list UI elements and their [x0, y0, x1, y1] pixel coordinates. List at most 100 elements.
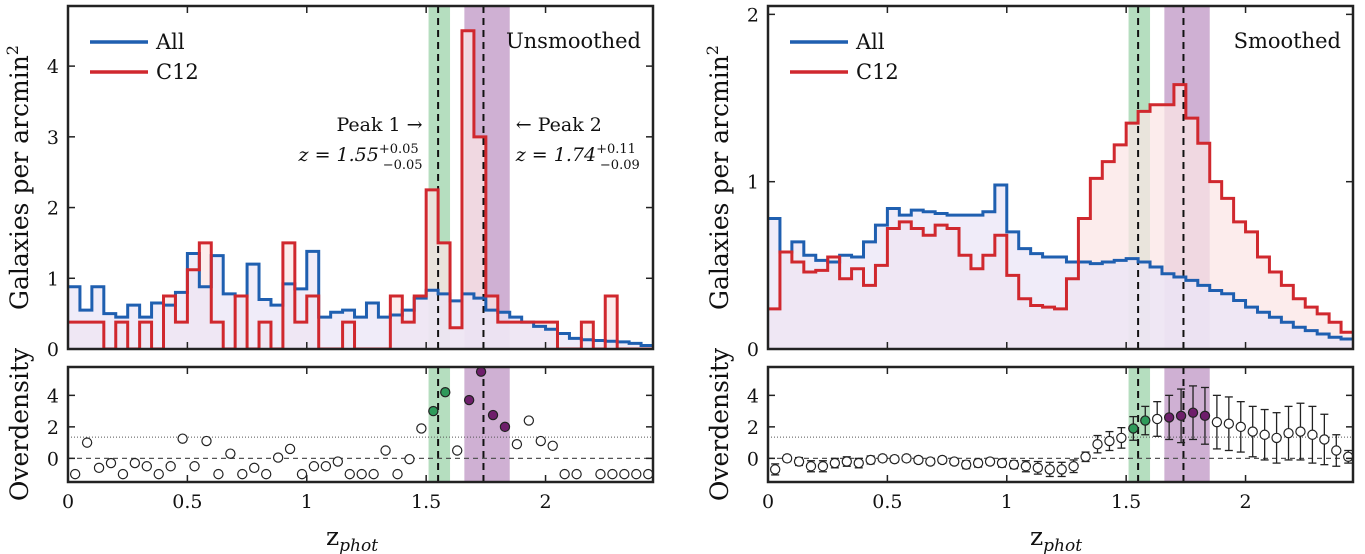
data-point	[1319, 434, 1330, 445]
data-point	[949, 456, 960, 467]
data-point	[535, 435, 546, 447]
data-point	[93, 462, 105, 474]
data-point	[1199, 410, 1211, 422]
plot-area	[768, 367, 1353, 482]
x-tick-label: 0.5	[172, 491, 202, 513]
data-point	[631, 468, 642, 480]
data-point	[1271, 432, 1282, 444]
data-point	[1247, 426, 1258, 437]
data-point	[463, 394, 475, 406]
series-fill	[68, 251, 653, 349]
data-point	[1343, 451, 1353, 462]
x-tick-label: 2	[1240, 491, 1252, 513]
data-point	[213, 468, 224, 480]
x-tick-label: 0	[62, 491, 74, 513]
y-axis-label-text: Galaxies per arcmin	[705, 55, 734, 310]
x-tick-label: 2	[540, 491, 552, 513]
data-point	[356, 468, 367, 480]
data-point	[1104, 435, 1115, 447]
data-point	[81, 437, 93, 448]
data-point	[619, 468, 630, 480]
data-point	[1235, 421, 1246, 433]
y-tick-label: 2	[747, 417, 759, 439]
data-point	[237, 468, 248, 480]
panel-bottom-left: 0 0.5 1 1.5 2 0 2 4 Overdensity	[5, 347, 655, 513]
data-point	[117, 468, 129, 480]
data-point	[913, 454, 924, 466]
data-point	[428, 405, 439, 417]
x-axis-label-left: zphot	[326, 522, 378, 554]
peak2-band	[1164, 367, 1210, 482]
data-point	[1283, 427, 1294, 439]
plot-area	[68, 367, 653, 482]
y-tick-label: 4	[47, 56, 59, 78]
y-tick-label: 2	[47, 417, 59, 439]
axes-frame	[66, 365, 655, 484]
peak2-lower-err: −0.09	[600, 158, 640, 173]
y-tick-label: 0	[47, 339, 59, 361]
data-point	[1080, 451, 1091, 462]
data-point	[841, 456, 852, 467]
peak1-band	[428, 367, 451, 482]
data-point	[392, 468, 403, 480]
y-tick-label: 1	[47, 268, 59, 290]
data-point	[829, 457, 841, 469]
y-tick-label: 3	[47, 127, 59, 149]
data-point	[189, 461, 200, 472]
data-point	[475, 367, 487, 377]
data-point	[925, 456, 936, 467]
data-point	[499, 421, 511, 433]
data-point	[643, 468, 653, 480]
data-point	[1295, 426, 1306, 437]
x-tick-label: 0.5	[872, 491, 902, 513]
data-point	[296, 468, 308, 480]
data-point	[177, 433, 188, 444]
corner-label: Unsmoothed	[506, 29, 641, 53]
data-point	[69, 468, 81, 480]
x-tick-label: 1	[1001, 491, 1013, 513]
legend-label: C12	[156, 60, 199, 84]
legend-label: All	[855, 30, 885, 54]
data-point	[1116, 432, 1127, 444]
axes-frame	[766, 365, 1355, 484]
x-tick-label: 1.5	[411, 491, 441, 513]
x-axis-label-right: zphot	[1030, 522, 1082, 554]
plot-area	[68, 6, 653, 349]
data-point	[284, 443, 296, 455]
y-axis-label: Galaxies per arcmin2	[3, 45, 34, 310]
data-point	[769, 464, 781, 475]
peak2-upper-err: +0.11	[596, 142, 636, 157]
data-point	[1175, 410, 1187, 422]
data-point	[249, 462, 260, 474]
data-point	[153, 468, 164, 480]
y-tick-label: 4	[47, 385, 59, 407]
data-point	[1163, 412, 1175, 423]
y-tick-label: 4	[747, 385, 759, 407]
series-line-c12	[68, 29, 653, 349]
data-point	[272, 452, 284, 463]
legend-label: All	[155, 30, 185, 54]
data-point	[452, 445, 463, 456]
data-point	[781, 453, 793, 464]
x-tick-label: 0	[762, 491, 774, 513]
data-point	[1259, 429, 1270, 440]
data-point	[1056, 464, 1067, 475]
y-axis-label-sup: 2	[3, 45, 22, 55]
data-point	[368, 468, 379, 480]
data-point	[165, 461, 176, 472]
peak2-value: z = 1.74+0.11 −0.09	[515, 142, 640, 173]
data-point	[1331, 445, 1342, 456]
data-point	[853, 457, 864, 469]
data-point	[805, 461, 817, 472]
y-tick-label: 0	[747, 448, 759, 470]
data-point	[1152, 413, 1163, 425]
data-point	[1128, 423, 1139, 434]
data-point	[607, 468, 618, 480]
series-line-c12	[768, 83, 1353, 334]
data-point	[487, 409, 499, 421]
data-point	[547, 440, 558, 451]
y-tick-label: 0	[747, 339, 759, 361]
axes-frame	[766, 4, 1355, 351]
peak2-value-text: z = 1.74	[515, 144, 596, 166]
